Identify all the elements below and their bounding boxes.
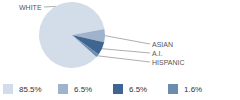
svg-text:WHITE: WHITE [19, 4, 42, 11]
svg-text:6.5%: 6.5% [74, 85, 92, 94]
svg-text:A.I.: A.I. [152, 50, 163, 57]
svg-text:6.5%: 6.5% [129, 85, 147, 94]
svg-text:ASIAN: ASIAN [152, 41, 173, 48]
svg-text:1.6%: 1.6% [184, 85, 202, 94]
svg-text:HISPANIC: HISPANIC [152, 59, 185, 66]
svg-text:85.5%: 85.5% [19, 85, 42, 94]
